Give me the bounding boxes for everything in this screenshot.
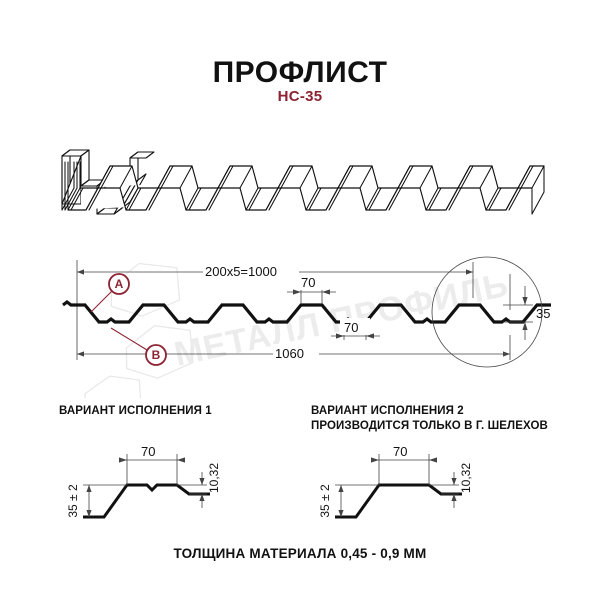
variant-2-drawing: 70 10,32 35 ± 2 [318,442,473,519]
isometric-profile-illustration [61,149,545,215]
page-subtitle: НС-35 [277,88,323,105]
variant-2-caption-line1: ВАРИАНТ ИСПОЛНЕНИЯ 2 [311,405,464,417]
profile-outline [62,300,551,324]
dimension-top: 200x5=1000 [77,262,473,279]
cross-section-drawing: 200x5=1000 1060 70 [62,256,551,368]
dimension-rib-top-label: 70 [301,275,315,290]
marker-a-label: A [115,277,124,291]
dimension-height-label: 35 [536,306,550,321]
variant-1-caption-line1: ВАРИАНТ ИСПОЛНЕНИЯ 1 [59,405,212,417]
variant-2-dimension-width-label: 70 [393,444,407,459]
dimension-bottom-label: 1060 [275,346,304,361]
variant-1-dimension-height: 35 ± 2 [66,484,92,518]
variant-2-caption-line2: ПРОИЗВОДИТСЯ ТОЛЬКО В Г. ШЕЛЕХОВ [311,420,548,432]
detail-circle [431,256,543,368]
variant-1-dimension-thickness-label: 10,32 [207,463,221,493]
dimension-rib-top: 70 [287,273,336,304]
dimension-rib-bottom-label: 70 [344,320,358,335]
variant-1-caption: ВАРИАНТ ИСПОЛНЕНИЯ 1 [59,404,212,419]
variant-2-dimension-height-label: 35 ± 2 [318,484,332,518]
variant-2-dimension-height: 35 ± 2 [318,484,344,518]
material-thickness-note: ТОЛЩИНА МАТЕРИАЛА 0,45 - 0,9 ММ [173,546,427,561]
dimension-height: 35 [503,286,550,340]
variant-1-drawing: 70 10,32 35 ± 2 [66,442,221,519]
variant-1-dimension-height-label: 35 ± 2 [66,484,80,518]
variant-1-dimension-thickness: 10,32 [199,463,221,508]
variant-2-dimension-width: 70 [371,442,437,463]
marker-b: B [110,327,167,366]
variant-2-dimension-thickness-label: 10,32 [459,463,473,493]
variant-1-dimension-width-label: 70 [141,444,155,459]
dimension-bottom: 1060 [77,344,510,361]
dimension-top-label: 200x5=1000 [205,264,277,279]
marker-b-label: B [152,348,161,362]
page-title: ПРОФЛИСТ [212,56,388,89]
marker-a: A [90,273,130,313]
variant-1-dimension-width: 70 [119,442,185,463]
variant-2-dimension-thickness: 10,32 [451,463,473,508]
variant-2-caption: ВАРИАНТ ИСПОЛНЕНИЯ 2 ПРОИЗВОДИТСЯ ТОЛЬКО… [311,404,548,434]
dimension-rib-bottom: 70 [331,318,380,340]
